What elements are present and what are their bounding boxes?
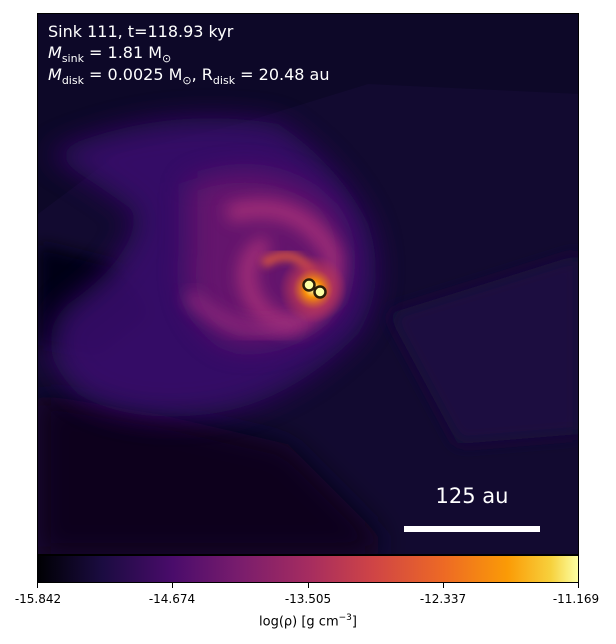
- colorbar-label-exponent: −3: [338, 613, 352, 623]
- colorbar-tick: [172, 583, 173, 588]
- msink-symbol: M: [48, 43, 62, 62]
- sink-marker: [313, 285, 327, 299]
- colorbar-tick: [37, 583, 38, 588]
- void-region: [38, 394, 378, 554]
- colorbar: [37, 555, 579, 583]
- sink-title: Sink 111, t=118.93 kyr: [48, 22, 234, 41]
- mdisk-subscript: disk: [61, 74, 84, 88]
- disk-properties: Mdisk = 0.0025 M⊙, Rdisk = 20.48 au: [48, 65, 329, 91]
- density-projection-panel: Sink 111, t=118.93 kyr Msink = 1.81 M⊙ M…: [37, 13, 579, 555]
- colorbar-label-end: ]: [351, 614, 357, 630]
- colorbar-tick: [308, 583, 309, 588]
- colorbar-tick-label: -15.842: [14, 592, 62, 606]
- colorbar-label: log(ρ) [g cm−3]: [37, 613, 579, 629]
- rdisk-subscript: disk: [212, 74, 236, 88]
- colorbar-tick-label: -12.337: [419, 592, 467, 606]
- sink-mass: Msink = 1.81 M⊙: [48, 43, 171, 69]
- msink-value: = 1.81 M: [83, 43, 163, 62]
- density-map: [38, 14, 578, 554]
- msink-subscript: sink: [61, 52, 84, 66]
- colorbar-tick-label: -13.505: [284, 592, 332, 606]
- diffuse-gas-right: [388, 254, 578, 444]
- colorbar-tick: [443, 583, 444, 588]
- scalebar: [404, 526, 540, 532]
- rdisk-separator: , R: [191, 65, 213, 84]
- low-density-region: [38, 14, 578, 214]
- msink-unit: ⊙: [162, 52, 172, 66]
- rdisk-value: = 20.48 au: [235, 65, 330, 84]
- mdisk-value: = 0.0025 M: [83, 65, 183, 84]
- colorbar-label-main: log(ρ) [g cm: [259, 614, 339, 630]
- colorbar-tick: [578, 583, 579, 588]
- scalebar-label: 125 au: [435, 484, 509, 508]
- colorbar-tick-label: -14.674: [148, 592, 196, 606]
- mdisk-symbol: M: [48, 65, 62, 84]
- colorbar-tick-label: -11.169: [552, 592, 600, 606]
- spiral-arm-lower: [183, 288, 301, 337]
- sink-marker: [302, 278, 316, 292]
- mdisk-unit: ⊙: [182, 74, 192, 88]
